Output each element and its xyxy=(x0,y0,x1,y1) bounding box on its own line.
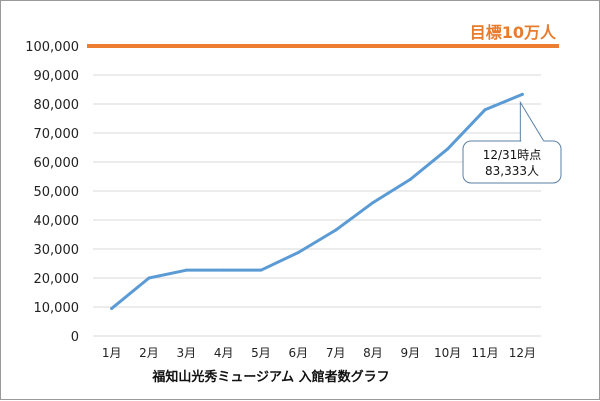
x-tick-label: 4月 xyxy=(214,346,234,360)
y-tick-label: 90,000 xyxy=(34,69,80,84)
x-tick-label: 7月 xyxy=(326,346,346,360)
y-tick-label: 30,000 xyxy=(34,243,80,258)
data-point xyxy=(259,268,263,272)
y-tick-label: 0 xyxy=(71,330,79,345)
y-tick-label: 80,000 xyxy=(34,98,80,113)
data-point xyxy=(334,228,338,232)
target-line-label: 目標10万人 xyxy=(470,23,557,42)
y-tick-label: 70,000 xyxy=(34,127,80,142)
x-tick-label: 3月 xyxy=(177,346,197,360)
data-point xyxy=(483,108,487,112)
data-point xyxy=(184,268,188,272)
data-point xyxy=(296,250,300,254)
x-tick-label: 1月 xyxy=(102,346,122,360)
x-axis-label: 福知山光秀ミュージアム 入館者数グラフ xyxy=(151,369,389,385)
callout-group: 12/31時点 83,333人 xyxy=(462,100,562,184)
data-point xyxy=(110,306,114,310)
callout-box xyxy=(462,140,562,184)
series-line xyxy=(110,92,524,310)
target-line-group: 目標10万人 xyxy=(87,23,559,48)
y-tick-label: 20,000 xyxy=(34,272,80,287)
callout-pointer xyxy=(519,100,546,143)
x-tick-label: 8月 xyxy=(363,346,383,360)
y-tick-label: 40,000 xyxy=(34,214,80,229)
x-tick-label: 10月 xyxy=(434,346,461,360)
x-tick-label: 2月 xyxy=(139,346,159,360)
data-point xyxy=(520,92,524,96)
x-tick-label: 11月 xyxy=(471,346,498,360)
data-point xyxy=(446,147,450,151)
x-axis-ticks: 1月 2月 3月 4月 5月 6月 7月 8月 9月 10月 11月 12月 xyxy=(102,346,536,360)
data-point xyxy=(147,276,151,280)
series-group xyxy=(110,92,524,310)
gridlines xyxy=(93,45,541,337)
data-point xyxy=(222,268,226,272)
x-tick-label: 6月 xyxy=(289,346,309,360)
y-tick-label: 100,000 xyxy=(25,40,79,55)
x-tick-label: 5月 xyxy=(251,346,271,360)
callout-line1: 12/31時点 xyxy=(483,148,542,162)
x-tick-label: 9月 xyxy=(401,346,421,360)
y-axis-ticks: 0 10,000 20,000 30,000 40,000 50,000 60,000 70,… xyxy=(25,40,79,345)
data-point xyxy=(408,177,412,181)
y-tick-label: 10,000 xyxy=(34,301,80,316)
y-tick-label: 60,000 xyxy=(34,156,80,171)
data-point xyxy=(371,201,375,205)
y-tick-label: 50,000 xyxy=(34,185,80,200)
x-tick-label: 12月 xyxy=(509,346,536,360)
callout-line2: 83,333人 xyxy=(485,164,539,178)
